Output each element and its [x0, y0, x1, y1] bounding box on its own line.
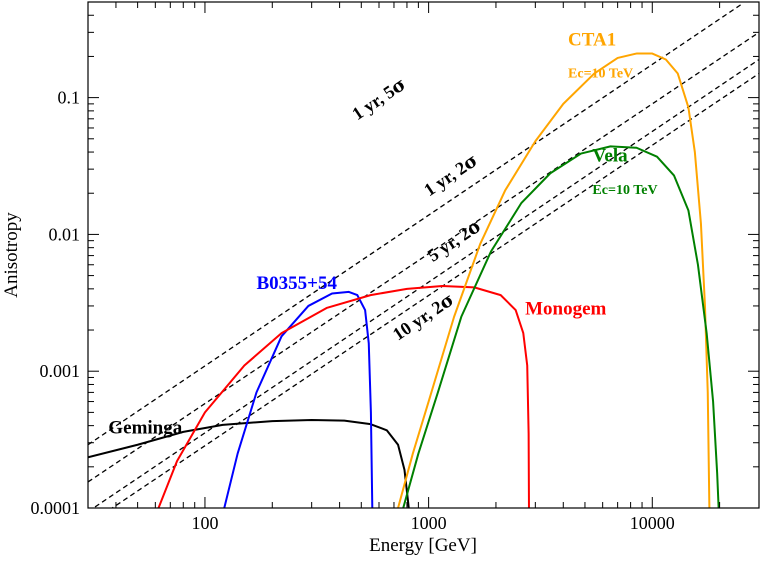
- curve-vela: [402, 145, 720, 508]
- sensitivity-line-1-yr-5: [88, 3, 742, 446]
- series-label-monogem: Monogem: [525, 298, 606, 319]
- x-tick-label: 100: [191, 513, 218, 533]
- axis-ticks: 100 1000 10000 0.0001 0.001 0.01 0.1: [31, 1, 760, 533]
- curve-cta1: [397, 52, 711, 508]
- series-label-geminga: Geminga: [108, 418, 182, 439]
- sensitivity-line-10-yr-2: [111, 72, 759, 508]
- x-axis-title: Energy [GeV]: [369, 535, 477, 556]
- plot-background: [88, 2, 759, 508]
- x-tick-label: 1000: [411, 513, 447, 533]
- x-tick-label: 10000: [630, 513, 675, 533]
- series-sublabel-cta1: Ec=10 TeV: [568, 67, 633, 82]
- source-curves: [88, 52, 720, 508]
- series-label-vela: Vela: [592, 146, 628, 167]
- curve-b0355-54: [223, 290, 374, 508]
- curve-monogem: [157, 284, 530, 508]
- sensitivity-line-1-yr-2: [88, 31, 759, 483]
- series-label-cta1: CTA1: [568, 30, 616, 51]
- series-label-b0355-54: B0355+54: [256, 273, 337, 294]
- curve-geminga: [88, 418, 410, 508]
- sensitivity-line-5-yr-2: [92, 58, 759, 508]
- y-tick-label: 0.0001: [31, 498, 81, 518]
- plot-frame: [87, 1, 760, 509]
- y-axis-title: Anisotropy: [1, 212, 22, 298]
- series-sublabel-vela: Ec=10 TeV: [592, 183, 657, 198]
- y-tick-label: 0.001: [40, 361, 81, 381]
- y-tick-label: 0.01: [49, 224, 81, 244]
- y-tick-label: 0.1: [58, 88, 81, 108]
- sensitivity-lines: [88, 3, 759, 508]
